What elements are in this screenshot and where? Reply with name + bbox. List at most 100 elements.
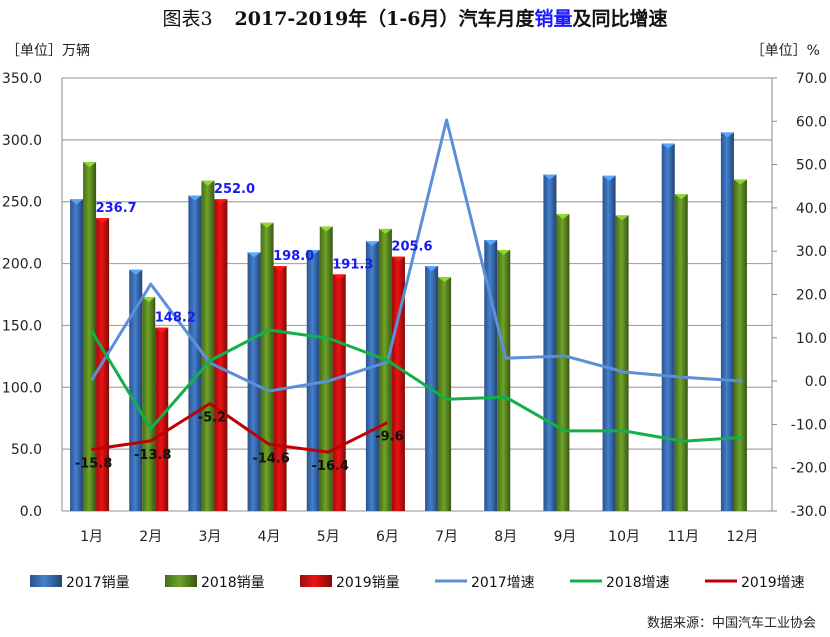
bar-2019销量 (155, 327, 169, 511)
line-2019增速 (91, 402, 389, 454)
bar-cap (484, 240, 498, 246)
legend-swatch (30, 575, 62, 587)
bar-cap (438, 277, 452, 283)
chart-title: 图表3 2017-2019年（1-6月）汽车月度销量及同比增速 (0, 4, 830, 31)
left-tick-label: 200.0 (2, 257, 42, 273)
line-2018增速 (90, 328, 743, 443)
bar-2019销量 (332, 274, 346, 511)
bar-2019销量 (391, 256, 405, 511)
right-tick-label: 70.0 (796, 71, 827, 87)
right-tick-label: 10.0 (796, 331, 827, 347)
category-label: 2月 (139, 529, 162, 545)
bar-data-label: 236.7 (96, 201, 137, 216)
bar-2018销量 (142, 296, 156, 511)
bar-2017销量 (188, 195, 202, 511)
left-tick-label: 300.0 (2, 133, 42, 149)
title-part: 2017-2019年（1-6月）汽车月度 (234, 8, 535, 30)
bar-2018销量 (83, 162, 97, 511)
title-highlight: 销量 (534, 8, 573, 30)
bar-cap (720, 132, 734, 138)
left-tick-label: 100.0 (2, 380, 42, 396)
legend-label: 2018增速 (606, 575, 670, 591)
bar-cap (214, 199, 228, 205)
left-tick-label: 0.0 (20, 504, 42, 520)
bar-cap (332, 274, 346, 280)
right-axis-unit: ［单位］% (750, 43, 820, 59)
category-label: 12月 (727, 529, 759, 545)
right-tick-label: -10.0 (791, 417, 827, 433)
bar-cap (733, 179, 747, 185)
bar-data-label: 205.6 (391, 240, 432, 255)
right-tick-label: 30.0 (796, 244, 827, 260)
bar-2017销量 (543, 174, 557, 512)
bar-cap (497, 249, 511, 255)
bar-cap (661, 143, 675, 149)
bar-cap (96, 218, 110, 224)
bar-cap (83, 162, 97, 168)
bar-2017销量 (602, 175, 616, 511)
title-part: 及同比增速 (572, 8, 668, 30)
legend-label: 2019销量 (336, 575, 400, 591)
bar-2018销量 (319, 226, 333, 511)
category-label: 6月 (376, 529, 399, 545)
bar-data-label: 198.0 (273, 249, 314, 264)
right-tick-label: 0.0 (805, 374, 827, 390)
legend-label: 2019增速 (741, 575, 805, 591)
bar-cap (70, 199, 84, 205)
category-label: 8月 (494, 529, 517, 545)
bar-cap (615, 215, 629, 221)
bar-2017销量 (129, 269, 143, 511)
left-axis-unit: ［单位］万辆 (6, 43, 90, 59)
bar-data-label: 252.0 (214, 182, 255, 197)
line-data-label: -5.2 (198, 411, 226, 426)
bar-cap (319, 226, 333, 232)
bar-2018销量 (733, 179, 747, 511)
line-data-label: -14.6 (252, 451, 289, 466)
line-data-label: -15.8 (75, 457, 112, 472)
bar-cap (273, 266, 287, 272)
left-tick-label: 350.0 (2, 71, 42, 87)
bar-cap (378, 228, 392, 234)
bar-2018销量 (497, 249, 511, 511)
legend-swatch (165, 575, 197, 587)
category-label: 10月 (608, 529, 640, 545)
bar-cap (142, 296, 156, 302)
right-tick-label: 40.0 (796, 201, 827, 217)
bar-data-label: 191.3 (332, 257, 373, 272)
legend-label: 2017增速 (471, 575, 535, 591)
bar-cap (188, 195, 202, 201)
line-data-label: -16.4 (312, 459, 349, 474)
bar-2018销量 (201, 180, 215, 511)
bar-cap (201, 180, 215, 186)
bar-cap (674, 194, 688, 200)
right-tick-label: -30.0 (791, 504, 827, 520)
category-label: 4月 (258, 529, 281, 545)
bar-cap (602, 175, 616, 181)
bar-cap (543, 174, 557, 180)
right-tick-label: -20.0 (791, 461, 827, 477)
right-tick-label: 20.0 (796, 288, 827, 304)
category-label: 5月 (317, 529, 340, 545)
category-label: 7月 (435, 529, 458, 545)
bar-2018销量 (438, 277, 452, 511)
category-label: 3月 (198, 529, 221, 545)
legend-swatch (300, 575, 332, 587)
bar-cap (129, 269, 143, 275)
bar-cap (556, 214, 570, 220)
bar-2017销量 (720, 132, 734, 512)
right-tick-label: 60.0 (796, 114, 827, 130)
bar-2018销量 (260, 222, 274, 511)
bar-cap (391, 256, 405, 262)
left-tick-label: 50.0 (11, 442, 42, 458)
line-data-label: -9.6 (375, 430, 403, 445)
bar-cap (425, 266, 439, 272)
category-label: 9月 (553, 529, 576, 545)
left-tick-label: 150.0 (2, 318, 42, 334)
bar-2017销量 (70, 199, 84, 512)
bar-cap (306, 249, 320, 255)
bar-cap (260, 222, 274, 228)
category-label: 11月 (667, 529, 699, 545)
bar-cap (365, 241, 379, 247)
